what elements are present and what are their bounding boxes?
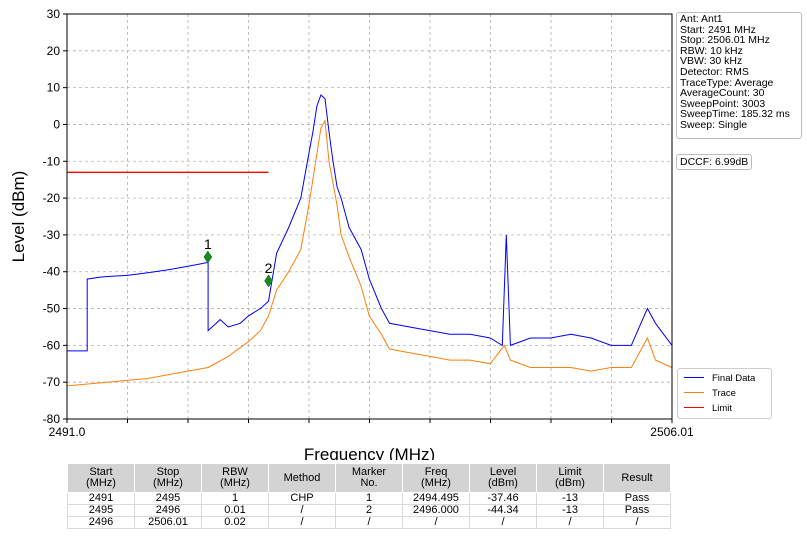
table-cell: -13	[536, 492, 604, 505]
measurement-info-box: Ant: Ant1 Start: 2491 MHz Stop: 2506.01 MH…	[676, 12, 802, 139]
table-header-cell: Limit (dBm)	[536, 463, 604, 493]
table-row: 2495 2496 0.01/2 2496.000 -44.34 -13 Pass	[67, 504, 671, 517]
table-cell: 1	[201, 492, 269, 505]
table-cell: 2495	[67, 504, 135, 517]
table-cell: /	[536, 516, 604, 529]
marker-1-label: 1	[204, 236, 212, 252]
results-table: Start (MHz) Stop (MHz) RBW (MHz) Method Marker N…	[67, 463, 671, 529]
legend-label-final-data: Final Data	[712, 373, 756, 384]
plot-frame	[66, 13, 673, 420]
legend-swatch-final-data	[684, 376, 704, 378]
table-cell: 2491	[67, 492, 135, 505]
y-axis-ticks: 30 20 10 0 -10 -20 -30 -40 -50 -60 -70 -80	[43, 7, 67, 426]
table-cell: 2495	[134, 492, 202, 505]
x-tick-label: 2491.0	[49, 425, 86, 439]
table-header-cell: Method	[268, 463, 336, 493]
info-line: Sweep: Single	[680, 118, 748, 131]
legend-item-trace: Trace	[684, 389, 736, 399]
y-axis-label: Level (dBm)	[9, 171, 28, 263]
table-cell: 2	[335, 504, 403, 517]
info-line: Stop: 2506.01 MHz	[680, 34, 770, 47]
legend-label-limit: Limit	[712, 403, 733, 414]
table-body: 2491 2495 1 CHP 1 2494.495 -37.46 -13 Pass 2495 24…	[67, 492, 671, 529]
table-cell: /	[603, 516, 671, 529]
info-line: VBW: 30 kHz	[680, 55, 743, 68]
chart-legend: Final Data Trace Limit	[677, 368, 772, 419]
chart-series	[66, 94, 673, 387]
legend-swatch-trace	[684, 391, 704, 393]
y-tick-label: 20	[47, 44, 61, 58]
table-cell: /	[402, 516, 470, 529]
marker-1-diamond	[203, 250, 213, 264]
info-line: Detector: RMS	[680, 65, 749, 78]
table-cell: /	[469, 516, 537, 529]
y-tick-label: -40	[43, 265, 61, 279]
table-cell: -44.34	[469, 504, 537, 517]
y-tick-label: 0	[53, 117, 60, 131]
table-header-cell: Start (MHz)	[67, 463, 135, 493]
marker-2-label: 2	[265, 260, 273, 276]
info-line: TraceType: Average	[680, 76, 774, 89]
info-line: Ant: Ant1	[680, 13, 723, 25]
table-header-cell: RBW (MHz)	[201, 463, 269, 493]
table-cell: 0.02	[201, 516, 269, 529]
table-row: 2496 2506.01 0.02// / / / /	[67, 516, 671, 529]
legend-item-final-data: Final Data	[684, 374, 755, 384]
table-cell: 1	[335, 492, 403, 505]
table-cell: 2494.495	[402, 492, 470, 505]
table-cell: Pass	[603, 504, 671, 517]
chart-grid	[66, 13, 673, 420]
table-cell: 2496	[134, 504, 202, 517]
info-line: SweepPoint: 3003	[680, 97, 766, 110]
info-line: AverageCount: 30	[680, 87, 765, 100]
y-tick-label: -50	[43, 302, 61, 316]
series-line-final-data	[67, 94, 673, 352]
table-header-cell: Level (dBm)	[469, 463, 537, 493]
table-header-cell: Freq (MHz)	[402, 463, 470, 493]
table-cell: 2496.000	[402, 504, 470, 517]
table-cell: /	[335, 516, 403, 529]
table-header-cell: Stop (MHz)	[134, 463, 202, 493]
table-cell: 2496	[67, 516, 135, 529]
x-tick-label: 2506.01	[650, 425, 694, 439]
legend-swatch-limit	[684, 406, 704, 408]
table-cell: /	[268, 516, 336, 529]
table-row: 2491 2495 1 CHP 1 2494.495 -37.46 -13 Pass	[67, 492, 671, 505]
table-cell: Pass	[603, 492, 671, 505]
chart-markers: 12	[203, 236, 273, 288]
legend-label-trace: Trace	[712, 388, 736, 399]
table-cell: -13	[536, 504, 604, 517]
table-cell: 0.01	[201, 504, 269, 517]
info-line: SweepTime: 185.32 ms	[680, 108, 790, 121]
y-tick-label: -10	[43, 154, 61, 168]
info-line: RBW: 10 kHz	[680, 44, 743, 57]
marker-2-diamond	[264, 274, 273, 288]
table-header-cell: Marker No.	[335, 463, 403, 493]
dccf-box: DCCF: 6.99dB	[676, 154, 753, 170]
series-line-trace	[66, 119, 673, 387]
table-cell: CHP	[268, 492, 336, 505]
x-axis-label: Frequency (MHz)	[304, 445, 435, 460]
table-cell: -37.46	[469, 492, 537, 505]
y-tick-label: -30	[43, 228, 61, 242]
spectrum-chart: 30 20 10 0 -10 -20 -30 -40 -50 -60 -70 -80 2491.0 25…	[9, 7, 694, 460]
legend-item-limit: Limit	[684, 404, 732, 414]
info-line: Start: 2491 MHz	[680, 23, 756, 36]
y-tick-label: -20	[43, 191, 61, 205]
y-tick-label: -60	[43, 338, 61, 352]
x-axis-ticks: 2491.0 2506.01	[49, 419, 694, 439]
table-header-cell: Result	[603, 463, 671, 493]
y-tick-label: 30	[47, 7, 61, 21]
y-tick-label: -80	[43, 412, 61, 426]
y-tick-label: 10	[47, 81, 61, 95]
table-cell: /	[268, 504, 336, 517]
y-tick-label: -70	[43, 375, 61, 389]
table-header-row: Start (MHz) Stop (MHz) RBW (MHz) Method Marker N…	[67, 463, 671, 493]
table-cell: 2506.01	[134, 516, 202, 529]
